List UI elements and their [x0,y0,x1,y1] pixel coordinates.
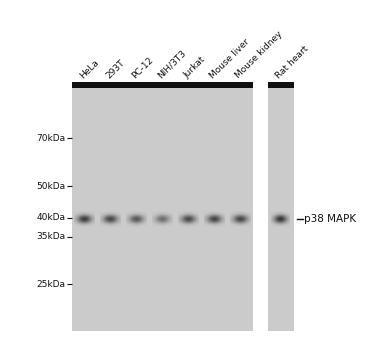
Text: 50kDa: 50kDa [36,182,65,190]
Text: 25kDa: 25kDa [36,280,65,289]
Bar [72,82,253,331]
Text: p38 MAPK: p38 MAPK [304,215,356,224]
Text: Mouse kidney: Mouse kidney [234,30,284,80]
Text: NIH/3T3: NIH/3T3 [156,49,188,80]
Text: 70kDa: 70kDa [36,134,65,143]
Text: PC-12: PC-12 [130,56,155,80]
Bar [268,82,294,88]
Text: 293T: 293T [104,58,126,80]
Text: HeLa: HeLa [78,58,101,80]
Text: Mouse liver: Mouse liver [208,37,251,80]
Text: 40kDa: 40kDa [36,213,65,222]
Text: 35kDa: 35kDa [36,232,65,241]
Text: Jurkat: Jurkat [182,56,207,80]
Bar [268,82,294,331]
Bar [72,82,253,88]
Text: Rat heart: Rat heart [274,44,310,80]
